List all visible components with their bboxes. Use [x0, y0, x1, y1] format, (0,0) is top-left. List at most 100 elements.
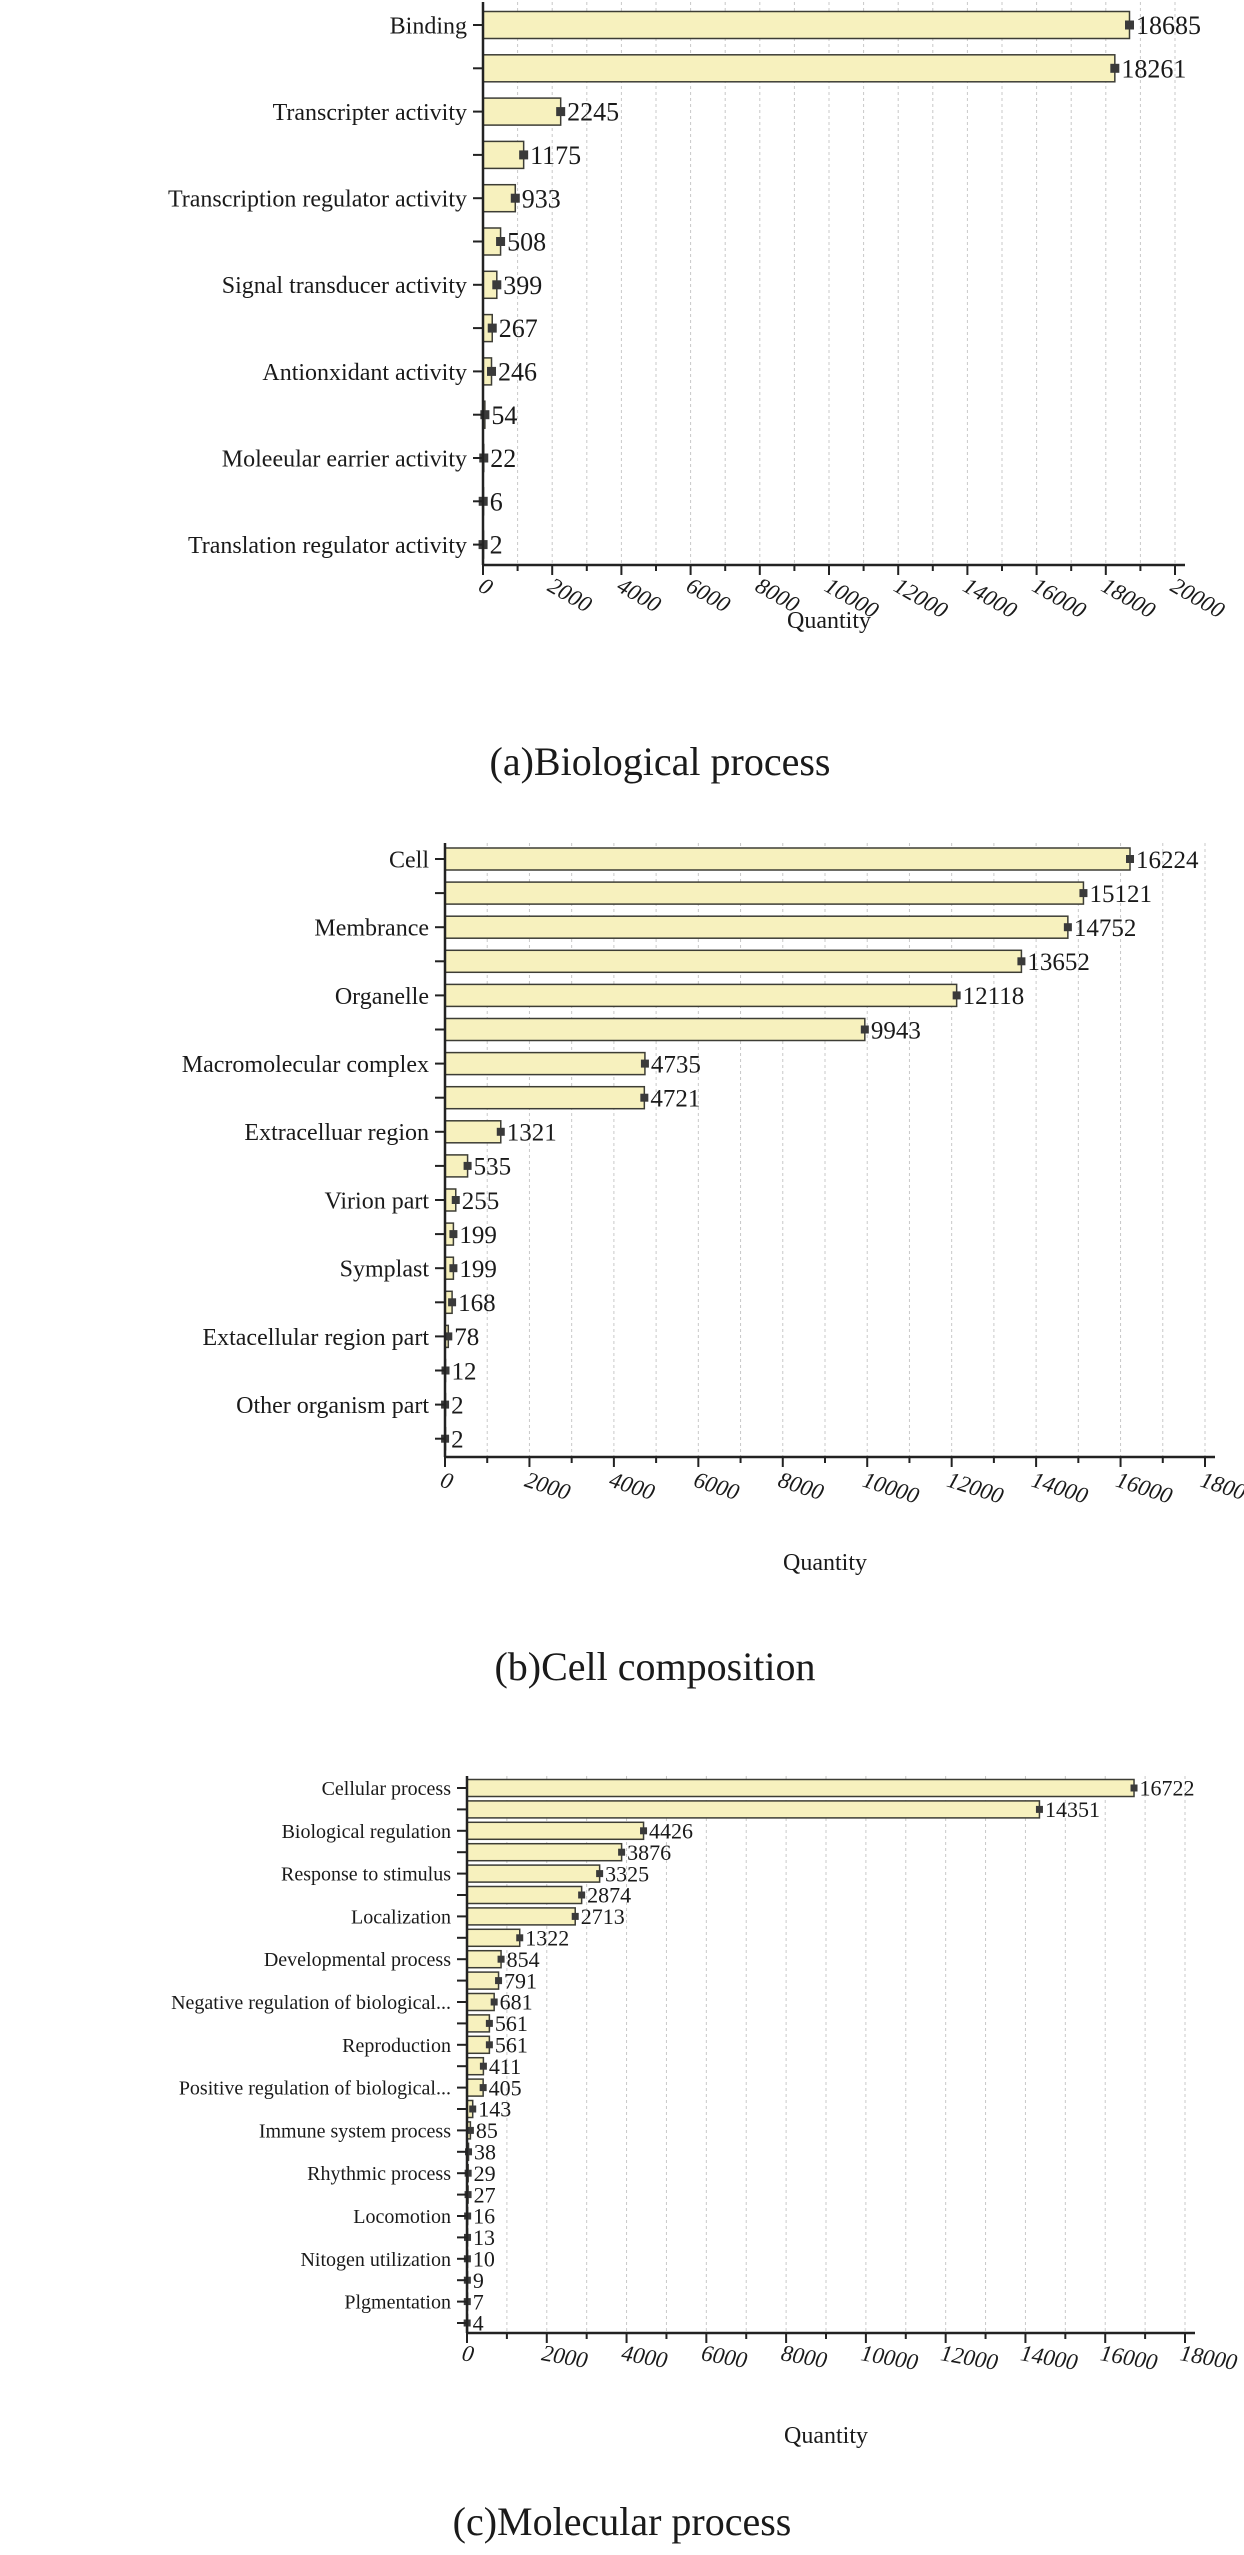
bar-end-marker	[466, 2126, 474, 2134]
category-label: Extacellular region part	[202, 1325, 429, 1351]
bar-end-marker	[640, 1827, 648, 1835]
bar	[444, 847, 1131, 871]
data-label: 399	[503, 271, 542, 300]
x-tick-label: 0	[437, 1467, 456, 1494]
x-tick-label: 18000	[1197, 1467, 1244, 1509]
data-label: 22	[490, 444, 516, 473]
x-tick-label: 4000	[613, 573, 666, 618]
bar-end-marker	[640, 1093, 649, 1102]
x-tick-label: 12000	[890, 573, 953, 624]
bar-end-marker	[496, 237, 506, 246]
x-tick-label: 2000	[540, 2340, 590, 2373]
data-label: 411	[489, 2054, 521, 2079]
data-label: 267	[499, 314, 538, 343]
data-label: 2	[451, 1392, 464, 1419]
x-tick-label: 6000	[699, 2340, 749, 2373]
x-tick-label: 2000	[522, 1467, 574, 1505]
bar-end-marker	[479, 2084, 487, 2092]
category-label: Cellular process	[322, 1778, 452, 1800]
bar	[466, 1885, 583, 1905]
data-label: 791	[504, 1968, 537, 1993]
category-label: Macromolecular complex	[182, 1052, 429, 1078]
category-label: Transcripter activity	[273, 100, 467, 126]
data-label: 1322	[525, 1926, 569, 1951]
bar-end-marker	[448, 1298, 457, 1307]
data-label: 4721	[650, 1085, 700, 1112]
bar-end-marker	[451, 1196, 460, 1204]
bar-end-marker	[1126, 855, 1135, 863]
bar-end-marker	[449, 1264, 458, 1273]
data-label: 4	[473, 2311, 484, 2336]
bar-end-marker	[449, 1230, 458, 1239]
data-label: 7	[473, 2289, 484, 2314]
x-axis-label: Quantity	[787, 608, 871, 634]
bar-end-marker	[1079, 889, 1088, 898]
data-label: 2245	[567, 98, 619, 127]
x-tick-label: 18000	[1178, 2340, 1239, 2375]
bar-end-marker	[487, 366, 497, 376]
bar-end-marker	[495, 1977, 503, 1985]
bar	[466, 1864, 601, 1883]
category-label: Response to stimulus	[281, 1864, 451, 1886]
category-label: Rhythmic process	[307, 2163, 451, 2185]
x-tick-label: 16000	[1028, 573, 1091, 624]
bar-end-marker	[463, 1161, 472, 1170]
bar	[444, 949, 1023, 974]
bar-end-marker	[952, 991, 961, 1000]
data-label: 12118	[963, 983, 1025, 1010]
chart-caption: (b)Cell composition	[494, 1644, 815, 1689]
x-axis-label: Quantity	[784, 2423, 868, 2449]
bar-end-marker	[510, 193, 520, 203]
category-label: Antionxidant activity	[262, 360, 467, 386]
x-tick-label: 20000	[1167, 573, 1230, 624]
x-tick-label: 0	[460, 2340, 476, 2367]
data-label: 16	[473, 2204, 495, 2229]
x-tick-label: 0	[475, 573, 498, 601]
data-label: 29	[474, 2161, 496, 2186]
data-label: 27	[474, 2182, 496, 2207]
data-label: 535	[474, 1154, 512, 1181]
bar-end-marker	[1125, 20, 1135, 30]
category-label: Moleeular earrier activity	[222, 446, 467, 472]
x-tick-label: 8000	[775, 1467, 827, 1505]
x-tick-label: 14000	[1019, 2340, 1080, 2375]
bar	[466, 1821, 645, 1841]
x-tick-label: 16000	[1098, 2340, 1159, 2375]
x-tick-label: 14000	[1029, 1467, 1092, 1509]
bar-end-marker	[1017, 957, 1026, 966]
bar-end-marker	[571, 1912, 579, 1920]
data-label: 1175	[530, 141, 581, 170]
x-tick-label: 12000	[944, 1467, 1007, 1509]
bar-end-marker	[860, 1025, 869, 1034]
bar-end-marker	[444, 1332, 453, 1341]
bar-end-marker	[485, 2041, 493, 2049]
category-label: Translation regulator activity	[188, 533, 467, 559]
bar-end-marker	[596, 1870, 604, 1878]
data-label: 14351	[1045, 1797, 1100, 1822]
bar	[482, 97, 562, 126]
category-label: Other organism part	[236, 1393, 429, 1419]
bar	[444, 1051, 646, 1076]
bar	[444, 1120, 502, 1144]
category-label: Reproduction	[342, 2035, 451, 2057]
bar	[466, 1949, 502, 1969]
bar-end-marker	[487, 323, 497, 333]
chart-panel-c: 16722 Cellular process 14351 4426 Biological…	[171, 1776, 1240, 2544]
bar	[482, 183, 517, 213]
data-label: 16722	[1140, 1776, 1195, 1801]
bar-end-marker	[469, 2105, 477, 2113]
data-label: 561	[495, 2011, 528, 2036]
bar-end-marker	[640, 1059, 649, 1068]
data-label: 18261	[1121, 54, 1186, 83]
chart-panel-a: 18685 Binding 18261 2245 Transcripter activi…	[168, 2, 1229, 784]
bar-end-marker	[1130, 1784, 1138, 1792]
data-label: 4426	[649, 1819, 693, 1844]
category-label: Plgmentation	[344, 2292, 451, 2314]
data-label: 2	[490, 531, 503, 560]
data-label: 561	[495, 2033, 528, 2058]
data-label: 18685	[1136, 11, 1201, 40]
bar	[444, 1017, 866, 1042]
chart-caption: (c)Molecular process	[453, 2499, 792, 2544]
data-label: 85	[476, 2118, 498, 2143]
x-tick-label: 18000	[1097, 573, 1160, 624]
